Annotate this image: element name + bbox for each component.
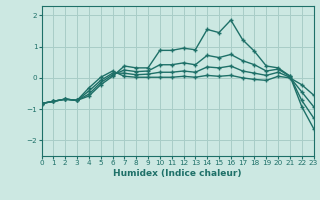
X-axis label: Humidex (Indice chaleur): Humidex (Indice chaleur) [113, 169, 242, 178]
